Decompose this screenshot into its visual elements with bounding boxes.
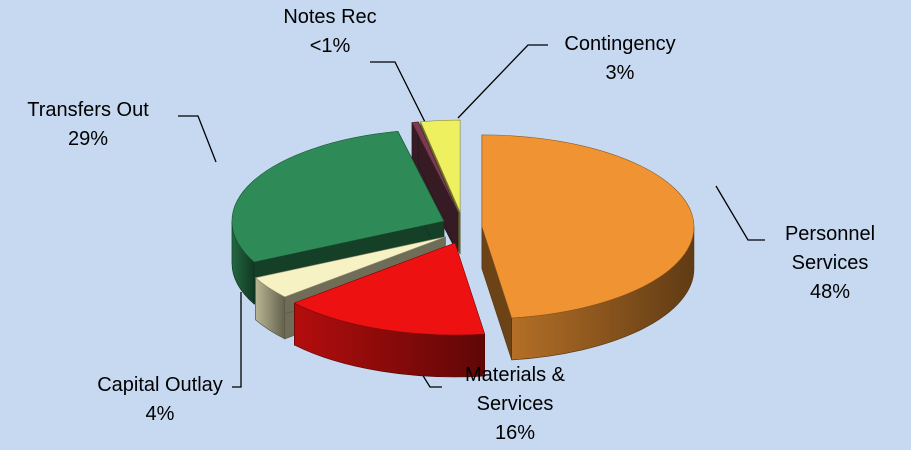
slices [231, 119, 695, 378]
category-label: Personnel Services [784, 223, 876, 274]
leader-line [715, 185, 765, 241]
slice-label: Transfers Out 29% [0, 96, 176, 154]
slice [481, 134, 695, 361]
leader-line [232, 292, 242, 388]
value-label: 3% [605, 62, 635, 84]
value-label: <1% [309, 35, 351, 57]
slice-top [481, 134, 695, 319]
leader-line [457, 44, 548, 119]
category-label: Transfers Out [27, 99, 149, 121]
value-label: 4% [145, 403, 175, 425]
category-label: Contingency [564, 33, 676, 55]
value-label: 16% [494, 422, 536, 444]
slice-top [420, 119, 461, 213]
slice-top [231, 130, 445, 263]
leader-lines [178, 44, 765, 388]
category-label: Materials & Services [464, 364, 566, 415]
slice-label: Contingency 3% [540, 30, 700, 88]
slice-label: Materials & Services 16% [430, 361, 600, 448]
category-label: Notes Rec [283, 6, 377, 28]
category-label: Capital Outlay [97, 374, 223, 396]
slice-top [411, 121, 459, 213]
value-label: 48% [809, 281, 851, 303]
slice-top [293, 242, 486, 336]
leader-line [178, 115, 217, 163]
value-label: 29% [67, 128, 109, 150]
slice-top [254, 236, 446, 298]
slice-label: Notes Rec <1% [270, 3, 390, 61]
slice [293, 242, 486, 378]
slice [411, 121, 459, 255]
leader-line [370, 61, 429, 129]
slice-label: Capital Outlay 4% [60, 371, 260, 429]
slice-label: Personnel Services 48% [765, 220, 895, 307]
